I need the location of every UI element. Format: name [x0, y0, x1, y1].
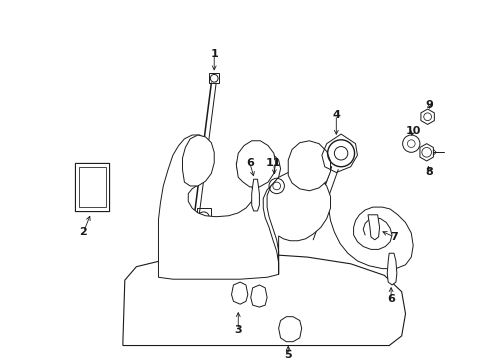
Polygon shape	[75, 163, 109, 211]
Text: 11: 11	[265, 158, 281, 168]
Polygon shape	[278, 317, 301, 342]
Polygon shape	[158, 135, 280, 279]
Text: 5: 5	[284, 350, 291, 360]
Text: 3: 3	[234, 325, 242, 335]
Text: 6: 6	[245, 158, 253, 168]
Text: 7: 7	[389, 232, 397, 242]
Polygon shape	[122, 254, 405, 346]
Polygon shape	[250, 285, 266, 307]
Text: 8: 8	[425, 167, 432, 177]
Polygon shape	[231, 282, 247, 304]
Text: 2: 2	[80, 227, 87, 237]
Polygon shape	[287, 141, 330, 191]
Text: 10: 10	[405, 126, 420, 136]
Text: 4: 4	[332, 110, 340, 120]
Text: 6: 6	[386, 294, 394, 305]
Polygon shape	[251, 179, 259, 211]
Polygon shape	[182, 135, 214, 186]
Polygon shape	[266, 171, 330, 274]
Polygon shape	[386, 253, 396, 285]
Text: 9: 9	[425, 100, 432, 110]
Polygon shape	[236, 141, 275, 187]
Text: 1: 1	[210, 49, 218, 59]
Polygon shape	[367, 215, 379, 240]
